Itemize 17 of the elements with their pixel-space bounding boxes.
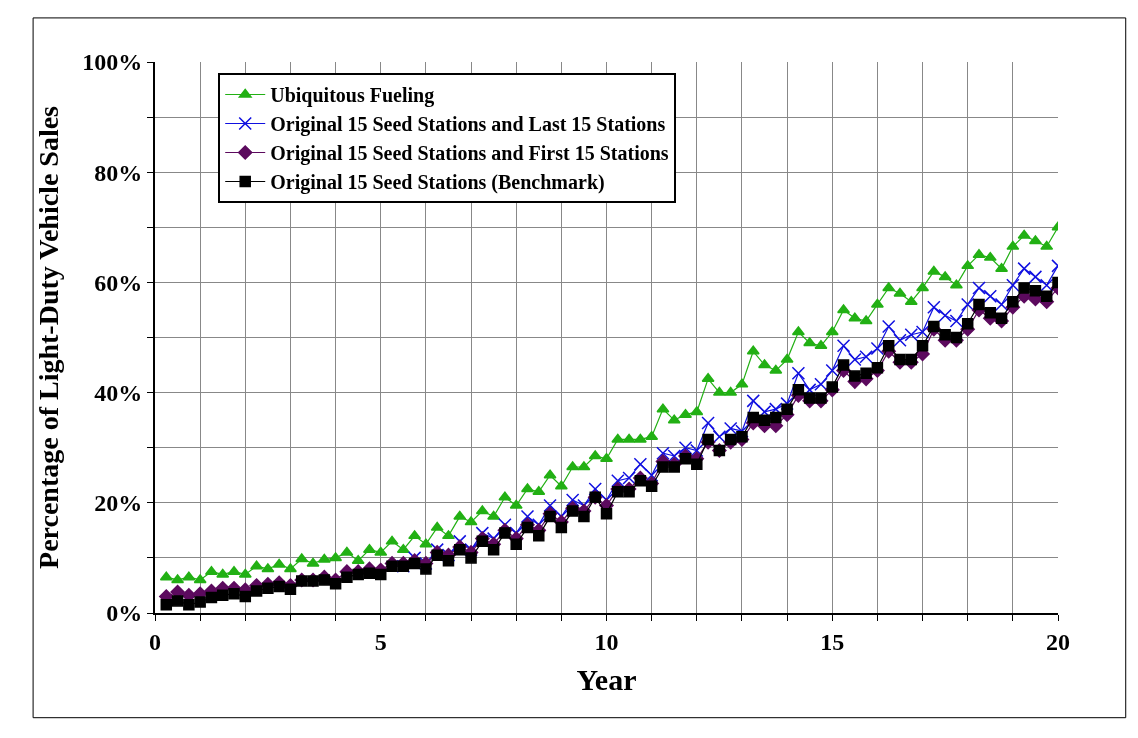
y-tick-label: 100% [82,49,143,76]
y-tick-label: 20% [94,490,143,517]
x-tick-label: 20 [1046,628,1070,655]
legend-label: Original 15 Seed Stations and First 15 Stations [270,142,669,166]
legend-label: Original 15 Seed Stations (Benchmark) [270,171,605,195]
x-tick-label: 10 [594,628,619,655]
y-tick-label: 80% [94,159,143,186]
x-axis-title: Year [576,662,637,696]
legend-label: Original 15 Seed Stations and Last 15 Stations [270,113,666,137]
y-tick-label: 60% [94,269,143,296]
x-tick-label: 5 [374,628,387,655]
legend-label: Ubiquitous Fueling [270,84,435,108]
x-tick-label: 15 [820,628,845,655]
x-tick-label: 0 [149,628,161,655]
y-axis-title: Percentage of Light-Duty Vehicle Sales [33,105,65,569]
y-tick-label: 0% [106,600,143,627]
y-tick-label: 40% [94,380,143,406]
